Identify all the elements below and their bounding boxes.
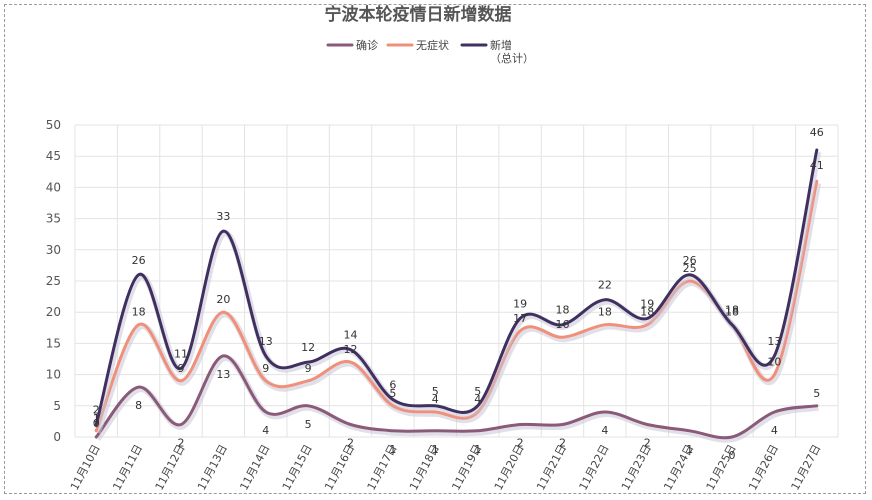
data-label: 18	[132, 306, 146, 319]
legend-note: （总计）	[490, 51, 534, 65]
series-line-shadow	[95, 354, 819, 443]
data-label: 0	[93, 417, 100, 430]
y-tick-label: 15	[46, 336, 61, 350]
data-label: 33	[216, 210, 230, 223]
data-label: 1	[686, 443, 693, 456]
x-tick-label: 11月22日	[577, 442, 612, 492]
data-label: 18	[725, 304, 739, 317]
y-tick-label: 30	[46, 243, 61, 257]
data-label: 2	[559, 437, 566, 450]
data-label: 4	[771, 424, 778, 437]
data-label: 8	[135, 399, 142, 412]
data-label: 5	[389, 387, 396, 400]
data-label: 1	[93, 412, 100, 425]
x-tick-label: 11月27日	[789, 442, 824, 492]
y-tick-label: 5	[53, 399, 61, 413]
data-label: 2	[177, 437, 184, 450]
data-label: 13	[216, 368, 230, 381]
x-tick-label: 11月12日	[153, 442, 188, 492]
y-tick-label: 50	[46, 118, 61, 132]
x-tick-label: 11月14日	[237, 442, 272, 492]
y-tick-label: 20	[46, 305, 61, 319]
data-label: 13	[259, 335, 273, 348]
legend-label: 确诊	[356, 38, 378, 52]
data-label: 5	[305, 418, 312, 431]
data-label: 5	[474, 385, 481, 398]
data-label: 46	[810, 126, 824, 139]
data-label: 4	[601, 424, 608, 437]
data-label: 19	[513, 297, 527, 310]
data-label: 0	[729, 449, 736, 462]
data-label: 5	[432, 385, 439, 398]
data-label: 25	[683, 262, 697, 275]
data-label: 41	[810, 159, 824, 172]
data-label: 18	[598, 306, 612, 319]
data-label: 9	[177, 362, 184, 375]
y-tick-label: 10	[46, 368, 61, 382]
legend-label: 新增	[490, 38, 512, 52]
data-label: 26	[132, 254, 146, 267]
x-tick-label: 11月10日	[68, 442, 103, 492]
data-label: 2	[517, 437, 524, 450]
data-label: 1	[474, 443, 481, 456]
data-label: 14	[344, 329, 358, 342]
y-tick-label: 35	[46, 212, 61, 226]
data-label: 4	[432, 393, 439, 406]
chart-title: 宁波本轮疫情日新增数据	[325, 4, 512, 25]
data-label: 10	[767, 356, 781, 369]
data-label: 2	[347, 437, 354, 450]
y-tick-label: 0	[53, 430, 61, 444]
data-label: 19	[640, 297, 654, 310]
series-line-shadow	[94, 182, 822, 434]
data-label: 9	[305, 362, 312, 375]
data-label: 1	[432, 443, 439, 456]
data-label: 17	[513, 312, 527, 325]
data-label: 12	[344, 343, 358, 356]
data-label: 20	[216, 293, 230, 306]
chart-frame	[4, 4, 866, 494]
x-tick-label: 11月23日	[619, 442, 654, 492]
data-label: 2	[644, 437, 651, 450]
data-label: 5	[813, 387, 820, 400]
x-tick-label: 11月21日	[534, 442, 569, 492]
x-tick-label: 11月16日	[322, 442, 357, 492]
x-tick-label: 11月13日	[195, 442, 230, 492]
x-tick-label: 11月20日	[492, 442, 527, 492]
y-tick-label: 40	[46, 180, 61, 194]
x-tick-label: 11月11日	[110, 442, 145, 492]
series-line-2	[94, 148, 819, 426]
legend-label: 无症状	[416, 38, 449, 52]
x-tick-label: 11月26日	[746, 442, 781, 492]
data-label: 6	[389, 379, 396, 392]
data-label: 12	[301, 341, 315, 354]
series-line-0	[94, 354, 819, 440]
data-label: 13	[767, 335, 781, 348]
data-label: 2	[93, 404, 100, 417]
y-tick-label: 25	[46, 274, 61, 288]
data-label: 11	[174, 347, 188, 360]
data-label: 9	[262, 362, 269, 375]
x-tick-label: 11月15日	[280, 442, 315, 492]
y-tick-label: 45	[46, 149, 61, 163]
data-label: 1	[389, 443, 396, 456]
data-label: 4	[474, 393, 481, 406]
data-label: 18	[725, 306, 739, 319]
data-label: 4	[262, 424, 269, 437]
data-label: 16	[555, 318, 569, 331]
data-label: 22	[598, 279, 612, 292]
data-label: 26	[683, 254, 697, 267]
data-label: 18	[640, 306, 654, 319]
data-label: 18	[555, 304, 569, 317]
